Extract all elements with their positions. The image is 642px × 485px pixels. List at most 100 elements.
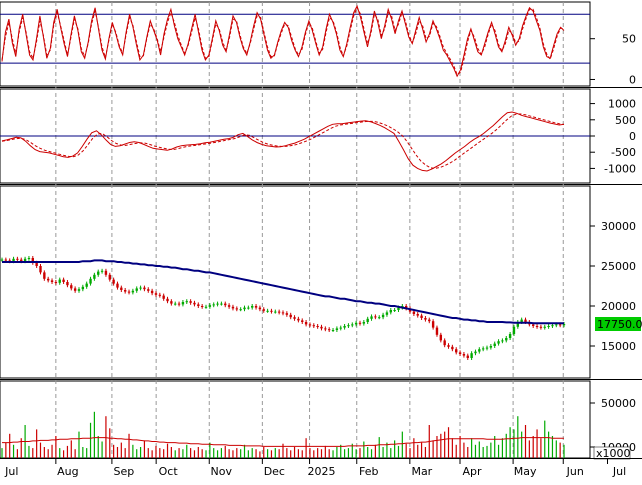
- candle-body: [181, 302, 185, 305]
- candle-body: [516, 322, 520, 327]
- candle-body: [77, 289, 81, 291]
- candle-body: [316, 326, 319, 327]
- y-tick-label: 0: [629, 73, 636, 86]
- candle-body: [466, 355, 469, 358]
- candle-body: [524, 319, 527, 322]
- candle-body: [539, 326, 543, 328]
- month-label: Apr: [462, 465, 482, 478]
- candle-body: [120, 287, 123, 290]
- candle-body: [447, 345, 450, 347]
- month-label: Jul: [4, 465, 18, 478]
- candle-body: [227, 305, 231, 307]
- candle-body: [85, 283, 88, 287]
- stoch-series-line: [1, 4, 565, 78]
- candle-body: [262, 309, 265, 311]
- candle-body: [158, 294, 162, 296]
- candle-body: [147, 289, 150, 291]
- candle-body: [81, 286, 85, 290]
- month-label: May: [514, 465, 537, 478]
- candle-body: [404, 306, 408, 309]
- candle-body: [4, 259, 8, 261]
- candle-body: [127, 291, 131, 293]
- volume-panel: 5000010000x1000: [1, 397, 636, 460]
- candle-body: [266, 310, 269, 312]
- y-tick-label: 0: [629, 130, 636, 143]
- candle-body: [474, 351, 477, 354]
- month-label: Feb: [359, 465, 378, 478]
- candle-body: [154, 293, 158, 295]
- candle-body: [470, 353, 473, 358]
- candle-body: [428, 319, 431, 322]
- candle-body: [435, 327, 439, 335]
- candle-body: [277, 311, 281, 313]
- candle-body: [66, 282, 69, 286]
- candle-body: [397, 307, 400, 310]
- panel-frames: [0, 1, 642, 459]
- candle-body: [366, 318, 369, 322]
- candle-body: [320, 326, 323, 329]
- candle-body: [327, 329, 331, 331]
- y-tick-label: 20000: [601, 300, 636, 313]
- candle-body: [547, 326, 550, 327]
- candle-body: [239, 309, 242, 311]
- candle-body: [100, 270, 104, 272]
- candle-body: [174, 303, 177, 305]
- candle-body: [0, 259, 4, 261]
- macd-series-line: [1, 113, 565, 169]
- candle-body: [324, 328, 327, 330]
- candle-body: [389, 310, 392, 313]
- candle-body: [43, 272, 46, 279]
- candle-body: [116, 283, 119, 288]
- candle-body: [354, 322, 358, 325]
- candle-body: [385, 312, 389, 315]
- candle-body: [424, 318, 427, 320]
- candle-body: [23, 258, 27, 262]
- x-axis: Jul Aug Sep Oct Nov Dec 2025 Feb Mar Apr May Jun Jul: [0, 458, 642, 478]
- price-panel: 30000 25000 20000 15000 17750.00: [0, 220, 642, 360]
- candle-body: [451, 346, 454, 350]
- month-gridlines: [55, 2, 564, 458]
- month-label: Mar: [411, 465, 432, 478]
- candle-body: [46, 278, 50, 281]
- candle-body: [58, 279, 61, 283]
- price-frame: [0, 185, 591, 379]
- candle-body: [347, 325, 350, 327]
- candle-body: [512, 326, 516, 334]
- candle-body: [381, 314, 385, 318]
- candle-body: [478, 349, 481, 352]
- y-tick-label: 15000: [601, 340, 636, 353]
- candle-body: [308, 324, 312, 326]
- candle-body: [374, 316, 377, 318]
- month-label: 2025: [308, 465, 336, 478]
- candle-body: [139, 287, 142, 289]
- candle-body: [93, 274, 96, 279]
- candle-body: [393, 310, 396, 311]
- stoch-series-line: [1, 6, 565, 76]
- month-label: Jun: [566, 465, 584, 478]
- candle-body: [293, 317, 296, 319]
- candle-body: [481, 348, 485, 350]
- candle-body: [73, 288, 77, 291]
- candle-body: [97, 271, 100, 275]
- y-tick-label: 50: [622, 33, 636, 46]
- candle-body: [301, 320, 304, 322]
- candle-body: [362, 322, 366, 324]
- y-tick-label: -500: [611, 146, 636, 159]
- candle-body: [458, 352, 462, 354]
- candle-body: [31, 258, 34, 263]
- candle-body: [416, 314, 419, 316]
- candle-body: [231, 306, 235, 309]
- candle-body: [112, 279, 115, 284]
- candle-body: [254, 306, 258, 308]
- candle-body: [331, 330, 335, 331]
- candle-body: [493, 343, 496, 346]
- candle-body: [89, 278, 92, 284]
- candle-body: [297, 318, 300, 321]
- candle-body: [177, 303, 181, 305]
- candle-body: [166, 298, 169, 302]
- candle-body: [285, 313, 289, 315]
- candle-body: [555, 324, 558, 326]
- month-label: Nov: [211, 465, 233, 478]
- candle-body: [8, 260, 11, 262]
- macd-panel: 1000 500 0 -500 -1000: [0, 98, 636, 175]
